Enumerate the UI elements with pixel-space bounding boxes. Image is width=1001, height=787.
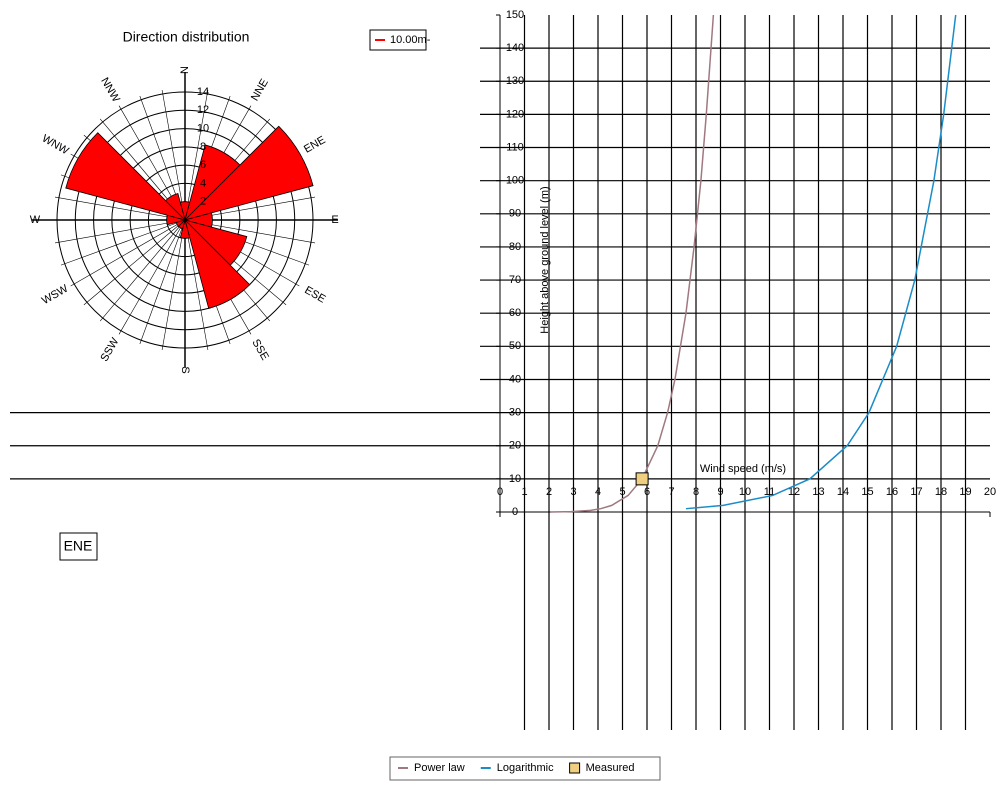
sector bbox=[165, 193, 186, 222]
legend-label: Power law bbox=[414, 762, 465, 774]
legend-swatch bbox=[569, 762, 581, 774]
y-tick-label: 130 bbox=[506, 75, 524, 87]
x-tick-label: 5 bbox=[619, 486, 625, 498]
direction-label: WNW bbox=[40, 133, 71, 158]
y-tick-label: 50 bbox=[509, 340, 521, 352]
x-tick-label: 10 bbox=[739, 486, 751, 498]
r-tick-label: 2 bbox=[200, 196, 206, 208]
y-tick-label: 70 bbox=[509, 274, 521, 286]
y-tick-label: 100 bbox=[506, 175, 524, 187]
direction-label: ESE bbox=[302, 284, 327, 305]
direction-label: SSW bbox=[98, 335, 121, 363]
y-tick-label: 20 bbox=[509, 440, 521, 452]
y-tick-label: 90 bbox=[509, 208, 521, 220]
x-tick-label: 6 bbox=[644, 486, 650, 498]
y-tick-label: 150 bbox=[506, 9, 524, 21]
direction-label: SSE bbox=[249, 337, 270, 362]
x-tick-label: 15 bbox=[861, 486, 873, 498]
x-tick-label: 7 bbox=[668, 486, 674, 498]
x-tick-label: 14 bbox=[837, 486, 849, 498]
x-tick-label: 18 bbox=[935, 486, 947, 498]
y-tick-label: 140 bbox=[506, 42, 524, 54]
x-tick-label: 16 bbox=[886, 486, 898, 498]
x-tick-label: 12 bbox=[788, 486, 800, 498]
r-tick-label: 4 bbox=[200, 177, 206, 189]
r-tick-label: 8 bbox=[200, 141, 206, 153]
r-tick-label: 6 bbox=[200, 159, 206, 171]
measured-point bbox=[635, 472, 649, 486]
x-tick-label: 8 bbox=[693, 486, 699, 498]
x-tick-label: 1 bbox=[521, 486, 527, 498]
direction-label: N bbox=[179, 66, 191, 74]
legend-label: Measured bbox=[586, 762, 635, 774]
x-tick-label: 20 bbox=[984, 486, 996, 498]
rose-title: Direction distribution bbox=[123, 29, 250, 45]
r-tick-label: 14 bbox=[197, 86, 209, 98]
direction-label: ENE bbox=[302, 134, 328, 156]
sector bbox=[183, 125, 314, 221]
x-tick-label: 17 bbox=[910, 486, 922, 498]
direction-label: NNE bbox=[249, 77, 271, 103]
direction-label: NNW bbox=[98, 76, 122, 105]
x-tick-label: 3 bbox=[570, 486, 576, 498]
x-tick-label: 2 bbox=[546, 486, 552, 498]
y-tick-label: 80 bbox=[509, 241, 521, 253]
x-axis-title: Wind speed (m/s) bbox=[700, 463, 786, 475]
rose-legend bbox=[369, 29, 427, 51]
direction-label: WSW bbox=[40, 282, 71, 307]
profile-legend bbox=[389, 756, 661, 781]
y-axis-title: Height above ground level (m) bbox=[539, 186, 551, 333]
y-tick-label: 10 bbox=[509, 473, 521, 485]
x-tick-label: 4 bbox=[595, 486, 601, 498]
sector bbox=[179, 218, 191, 239]
profile-line bbox=[550, 14, 715, 513]
y-tick-label: 60 bbox=[509, 307, 521, 319]
y-tick-label: 40 bbox=[509, 373, 521, 385]
x-tick-label: 13 bbox=[812, 486, 824, 498]
legend-label: Logarithmic bbox=[497, 762, 554, 774]
direction-label: W bbox=[30, 214, 41, 226]
legend-label: 10.00m- bbox=[390, 34, 431, 46]
r-tick-label: 12 bbox=[197, 104, 209, 116]
x-tick-label: 11 bbox=[764, 486, 775, 498]
r-tick-label: 10 bbox=[197, 122, 209, 134]
x-tick-label: 19 bbox=[959, 486, 971, 498]
y-tick-label: 120 bbox=[506, 108, 524, 120]
y-tick-label: 30 bbox=[509, 407, 521, 419]
direction-label: E bbox=[331, 214, 338, 226]
direction-label: S bbox=[179, 366, 191, 373]
y-tick-label: 110 bbox=[506, 141, 524, 153]
sector bbox=[65, 132, 187, 221]
sector bbox=[184, 218, 251, 309]
profile-line bbox=[685, 14, 957, 510]
x-tick-label: 9 bbox=[717, 486, 723, 498]
direction-label: ENE bbox=[64, 538, 93, 554]
direction-box bbox=[59, 532, 98, 561]
